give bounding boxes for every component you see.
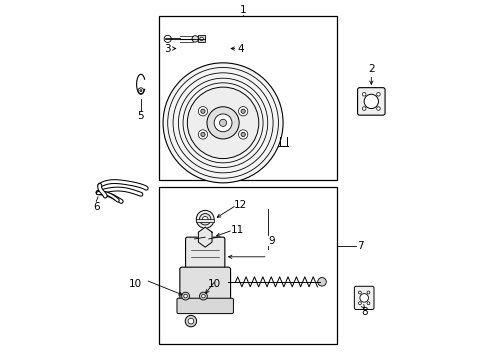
- Text: 7: 7: [357, 241, 363, 251]
- Text: 3: 3: [164, 44, 171, 54]
- FancyBboxPatch shape: [180, 267, 230, 303]
- Circle shape: [198, 130, 207, 139]
- Circle shape: [362, 93, 365, 96]
- Text: 5: 5: [137, 111, 144, 121]
- Circle shape: [362, 107, 365, 111]
- Circle shape: [201, 233, 209, 242]
- Bar: [196, 219, 214, 222]
- Circle shape: [359, 294, 367, 302]
- Circle shape: [238, 130, 247, 139]
- Circle shape: [188, 318, 193, 324]
- Bar: [198, 35, 205, 42]
- Text: 8: 8: [360, 307, 366, 317]
- Circle shape: [364, 94, 378, 109]
- Circle shape: [358, 291, 361, 294]
- FancyBboxPatch shape: [177, 298, 233, 314]
- Circle shape: [196, 210, 214, 228]
- Text: 1: 1: [239, 5, 245, 15]
- Circle shape: [206, 107, 239, 139]
- Circle shape: [219, 119, 226, 126]
- Circle shape: [201, 109, 204, 113]
- Text: 11: 11: [230, 225, 244, 235]
- Circle shape: [366, 291, 369, 294]
- Circle shape: [201, 132, 204, 136]
- Circle shape: [366, 302, 369, 305]
- Circle shape: [214, 114, 231, 132]
- Text: 10: 10: [207, 279, 220, 289]
- Text: 10: 10: [129, 279, 142, 289]
- Circle shape: [198, 107, 207, 116]
- Polygon shape: [198, 227, 212, 247]
- Circle shape: [201, 294, 205, 298]
- Circle shape: [238, 107, 247, 116]
- Circle shape: [164, 35, 171, 42]
- Circle shape: [200, 37, 203, 41]
- Circle shape: [376, 107, 380, 111]
- Circle shape: [376, 93, 380, 96]
- Circle shape: [183, 294, 187, 298]
- Text: 4: 4: [237, 44, 244, 54]
- FancyBboxPatch shape: [185, 237, 224, 273]
- Bar: [159, 187, 337, 344]
- Text: 12: 12: [234, 200, 247, 210]
- Text: 6: 6: [93, 202, 100, 212]
- Circle shape: [241, 132, 245, 136]
- FancyBboxPatch shape: [354, 286, 373, 310]
- Circle shape: [185, 315, 196, 327]
- Circle shape: [192, 36, 198, 42]
- Text: 9: 9: [267, 236, 274, 246]
- Text: 2: 2: [367, 64, 374, 74]
- Bar: [159, 16, 337, 180]
- Circle shape: [317, 278, 325, 286]
- Circle shape: [181, 292, 189, 300]
- Circle shape: [241, 109, 245, 113]
- Circle shape: [199, 213, 210, 225]
- Circle shape: [140, 90, 142, 92]
- Circle shape: [199, 292, 207, 300]
- Circle shape: [358, 302, 361, 305]
- Circle shape: [202, 216, 207, 222]
- Circle shape: [163, 63, 283, 183]
- Circle shape: [138, 88, 143, 94]
- FancyBboxPatch shape: [357, 87, 384, 115]
- Circle shape: [187, 87, 258, 158]
